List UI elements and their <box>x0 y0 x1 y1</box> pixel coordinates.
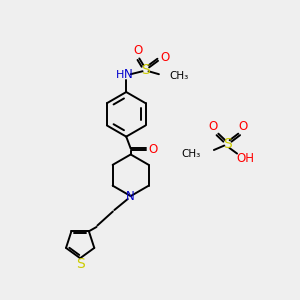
Text: O: O <box>160 51 169 64</box>
Text: N: N <box>124 68 133 81</box>
Text: CH₃: CH₃ <box>169 71 189 81</box>
Text: O: O <box>238 120 248 133</box>
Text: S: S <box>223 137 232 151</box>
Text: S: S <box>141 63 150 77</box>
Text: O: O <box>134 44 143 57</box>
Text: O: O <box>209 120 218 133</box>
Text: H: H <box>116 70 124 80</box>
Text: OH: OH <box>236 152 254 165</box>
Text: CH₃: CH₃ <box>181 149 200 160</box>
Text: S: S <box>76 256 85 271</box>
Text: N: N <box>126 190 135 203</box>
Text: O: O <box>148 142 158 156</box>
